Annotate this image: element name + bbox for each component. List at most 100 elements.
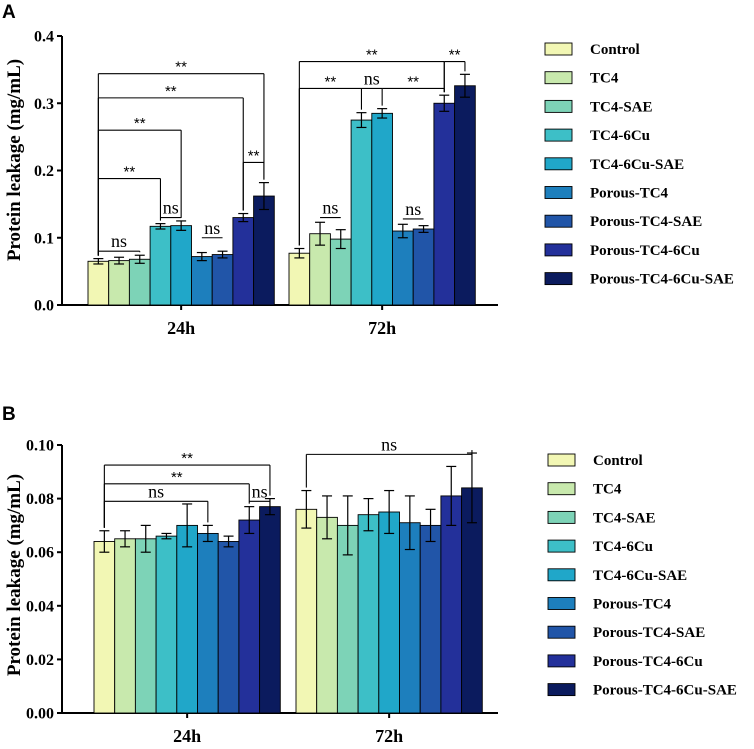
legend-label: Porous-TC4-6Cu-SAE: [593, 683, 737, 699]
legend-label: TC4: [593, 482, 622, 498]
legend-swatch: [547, 654, 576, 668]
legend-swatch: [547, 510, 576, 524]
y-tick-label: 0.4: [34, 29, 54, 46]
bar: [211, 254, 234, 306]
y-tick-label: 0.0: [34, 298, 54, 315]
bar: [87, 260, 110, 306]
y-tick-label: 0.1: [34, 230, 54, 247]
bar: [191, 256, 213, 306]
significance-label: **: [171, 469, 183, 486]
panel-b-bars: [93, 487, 483, 714]
bar: [392, 230, 414, 306]
legend-swatch: [544, 214, 573, 228]
bar: [134, 538, 157, 714]
significance-label: **: [325, 73, 337, 90]
legend-swatch: [544, 128, 573, 142]
significance-label: **: [407, 73, 419, 90]
panel-b: B Protein leakage (mg/mL) 0.00 0.02 0.04 0.…: [2, 404, 737, 746]
bar: [217, 541, 240, 714]
legend-label: Porous-TC4-SAE: [593, 625, 705, 641]
legend-swatch: [544, 272, 573, 286]
bar: [371, 112, 393, 306]
y-tick-label: 0.06: [26, 545, 54, 562]
significance-label: ns: [204, 218, 220, 238]
significance-label: **: [134, 115, 146, 132]
legend-label: TC4-6Cu-SAE: [593, 568, 687, 584]
bar: [295, 508, 318, 714]
bar: [176, 524, 198, 714]
y-tick-label: 0.3: [34, 96, 54, 113]
significance-label: ns: [148, 481, 164, 501]
bar: [128, 258, 151, 306]
panel-a-significance: ns ns ns ** ** ** ** ** ns ns ** ns ** ** **: [97, 47, 466, 256]
legend-label: Porous-TC4-6Cu-SAE: [590, 272, 734, 288]
panel-a-letter: A: [2, 2, 16, 23]
bar: [440, 495, 463, 714]
legend-swatch: [544, 71, 573, 85]
legend-swatch: [544, 186, 573, 199]
legend-swatch: [547, 597, 576, 610]
bar: [454, 85, 476, 306]
significance-label: **: [124, 164, 136, 181]
y-tick-label: 0.10: [26, 438, 54, 455]
significance-label: ns: [381, 434, 397, 454]
significance-label: **: [165, 83, 177, 100]
legend-swatch: [547, 539, 576, 553]
significance-label: **: [175, 59, 187, 76]
x-category-label: 72h: [368, 318, 396, 338]
bar: [114, 538, 136, 714]
legend-swatch: [547, 568, 576, 582]
bar: [433, 102, 456, 306]
legend-swatch: [547, 683, 576, 697]
legend-swatch: [547, 482, 576, 496]
bar: [93, 541, 116, 714]
legend-label: Porous-TC4: [590, 186, 669, 202]
panel-b-significance: ns ns ** ** ns: [103, 434, 473, 528]
significance-label: ns: [252, 481, 268, 501]
legend-label: TC4-6Cu: [590, 128, 650, 144]
significance-label: **: [181, 450, 193, 467]
bar: [350, 119, 373, 306]
legend-swatch: [547, 453, 576, 467]
significance-label: ns: [111, 231, 127, 251]
x-category-label: 24h: [173, 726, 201, 746]
panel-a-legend: Control TC4 TC4-SAE TC4-6Cu TC4-6Cu-SAE Porou…: [544, 42, 734, 288]
y-tick-label: 0.04: [26, 598, 54, 615]
x-category-label: 24h: [167, 318, 195, 338]
y-tick-label: 0.00: [26, 706, 54, 723]
significance-label: ns: [364, 68, 380, 88]
legend-label: Control: [593, 453, 643, 469]
legend-label: Porous-TC4-6Cu: [590, 243, 700, 259]
panel-b-y-axis-label: Protein leakage (mg/mL): [4, 474, 25, 676]
bar: [419, 524, 442, 714]
legend-label: Porous-TC4-SAE: [590, 214, 702, 230]
bar: [399, 522, 421, 714]
bar: [412, 228, 435, 306]
y-tick-label: 0.2: [34, 163, 54, 180]
bar: [155, 535, 178, 714]
bar: [259, 506, 281, 714]
bar: [232, 217, 255, 306]
legend-swatch: [544, 99, 573, 113]
panel-b-legend: Control TC4 TC4-SAE TC4-6Cu TC4-6Cu-SAE Porou…: [547, 453, 737, 699]
bar: [288, 252, 311, 306]
bar: [316, 516, 338, 714]
bar: [149, 225, 172, 306]
legend-swatch: [544, 243, 573, 257]
legend-label: TC4: [590, 71, 619, 87]
significance-label: **: [449, 47, 461, 64]
legend-label: TC4-6Cu-SAE: [590, 157, 684, 173]
bar: [108, 260, 130, 306]
legend-label: TC4-SAE: [593, 510, 656, 526]
panel-a-bars: [87, 85, 476, 306]
panel-b-letter: B: [2, 404, 16, 425]
significance-label: ns: [163, 198, 179, 218]
panel-a: A Protein leakage (mg/mL) 0.0 0.1 0.2 0.3 0.…: [2, 2, 734, 338]
legend-label: Porous-TC4-6Cu: [593, 654, 703, 670]
significance-label: ns: [322, 198, 338, 218]
legend-swatch: [544, 157, 573, 171]
panel-a-error-bars: [93, 73, 470, 265]
legend-swatch: [544, 42, 573, 56]
y-tick-label: 0.02: [26, 652, 54, 669]
